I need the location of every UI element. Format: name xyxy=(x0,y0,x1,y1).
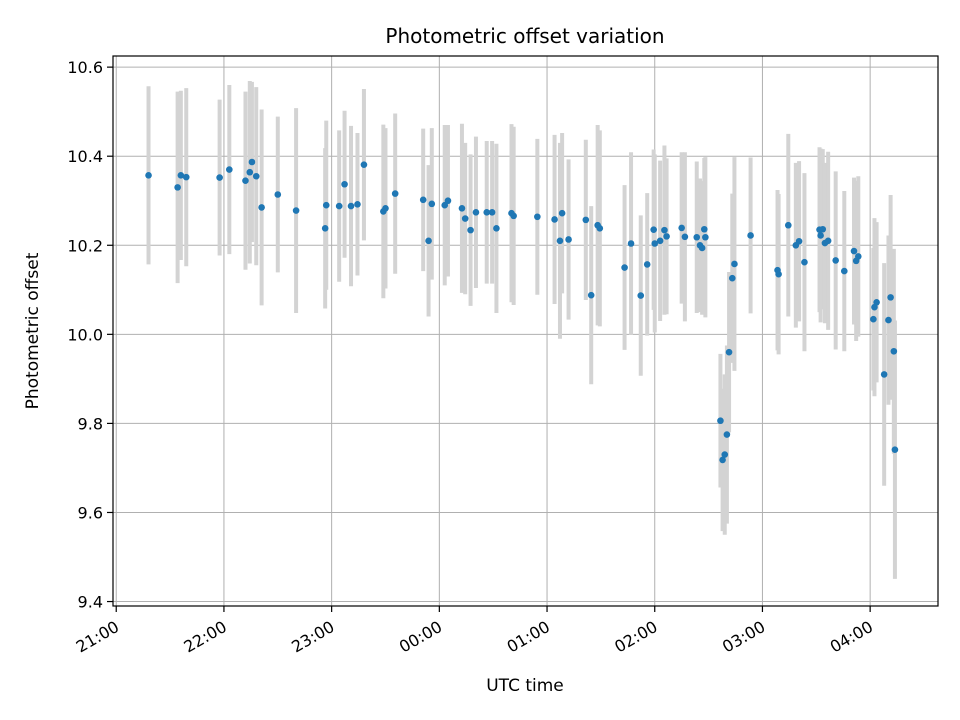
y-axis-ticks: 9.4 9.6 9.8 10.0 10.2 10.4 10.6 xyxy=(67,58,113,612)
data-point xyxy=(174,184,181,191)
data-point xyxy=(702,233,709,241)
data-point xyxy=(817,232,824,239)
y-tick-label: 9.6 xyxy=(78,503,103,522)
data-point xyxy=(145,172,152,179)
data-point xyxy=(182,173,190,181)
data-point xyxy=(419,196,427,204)
data-point xyxy=(719,456,726,464)
y-tick-label: 10.2 xyxy=(67,236,103,255)
data-point xyxy=(274,191,282,198)
data-point xyxy=(661,226,668,234)
data-point xyxy=(717,417,724,425)
data-point xyxy=(801,258,808,266)
data-point xyxy=(558,209,566,217)
data-point xyxy=(643,261,651,268)
data-point xyxy=(678,224,685,232)
data-point xyxy=(890,347,898,355)
data-point xyxy=(347,202,355,210)
data-point xyxy=(656,237,664,245)
data-point xyxy=(565,236,572,243)
data-point xyxy=(850,247,858,255)
data-point xyxy=(637,292,645,299)
y-tick-label: 10.6 xyxy=(67,58,103,77)
data-point xyxy=(335,202,343,210)
data-point xyxy=(360,161,368,168)
data-point xyxy=(242,177,249,184)
x-axis-label: UTC time xyxy=(486,676,564,696)
data-point xyxy=(621,264,628,271)
plot-frame xyxy=(112,55,939,607)
data-point xyxy=(627,240,635,247)
data-point xyxy=(444,197,452,205)
data-points xyxy=(145,158,899,464)
data-point xyxy=(322,201,330,209)
data-point xyxy=(784,221,792,229)
data-point xyxy=(472,209,480,216)
data-point xyxy=(510,212,517,220)
data-point xyxy=(382,205,389,212)
data-point xyxy=(651,240,659,247)
data-point xyxy=(650,226,657,233)
y-tick-label: 10.4 xyxy=(67,147,103,166)
data-point xyxy=(467,226,474,234)
data-point xyxy=(587,291,595,299)
data-point xyxy=(556,237,564,245)
data-point xyxy=(428,200,436,208)
data-point xyxy=(693,233,701,241)
data-point xyxy=(391,190,399,197)
data-point xyxy=(258,204,265,211)
data-point xyxy=(292,207,300,214)
y-tick-label: 9.8 xyxy=(78,414,103,433)
data-point xyxy=(723,431,731,438)
data-point xyxy=(855,253,862,260)
data-point xyxy=(731,260,738,268)
data-point xyxy=(880,371,888,378)
data-point xyxy=(824,237,832,245)
y-tick-label: 10.0 xyxy=(67,325,103,344)
y-axis-label: Photometric offset xyxy=(23,252,43,409)
chart-title: Photometric offset variation xyxy=(385,24,664,48)
data-point xyxy=(698,244,706,252)
data-point xyxy=(488,209,496,216)
data-point xyxy=(840,267,848,275)
data-point xyxy=(321,225,329,232)
data-point xyxy=(248,158,256,166)
data-point xyxy=(681,233,689,241)
data-point xyxy=(461,215,469,222)
data-point xyxy=(721,451,729,458)
data-point xyxy=(354,200,361,208)
data-point xyxy=(775,270,782,278)
data-point xyxy=(246,168,254,176)
data-point xyxy=(725,348,733,356)
data-point xyxy=(534,213,541,221)
data-point xyxy=(252,172,260,180)
data-point xyxy=(819,225,827,233)
data-point xyxy=(458,205,466,212)
data-point xyxy=(663,233,670,240)
data-point xyxy=(832,257,839,264)
data-point xyxy=(891,446,899,453)
data-point xyxy=(493,225,500,232)
data-point xyxy=(425,237,432,245)
data-point xyxy=(728,274,736,282)
data-point xyxy=(483,209,491,216)
data-point xyxy=(596,225,604,232)
data-point xyxy=(885,316,892,324)
data-point xyxy=(216,174,223,181)
data-point xyxy=(341,180,348,188)
data-point xyxy=(747,232,754,239)
data-point xyxy=(887,294,894,301)
data-point xyxy=(551,216,558,223)
data-point xyxy=(177,172,185,179)
data-point xyxy=(870,315,877,323)
data-point xyxy=(873,298,880,306)
data-point xyxy=(700,225,708,233)
data-point xyxy=(226,166,233,173)
data-point xyxy=(582,216,590,224)
y-tick-label: 9.4 xyxy=(78,593,103,612)
data-point xyxy=(795,237,803,245)
